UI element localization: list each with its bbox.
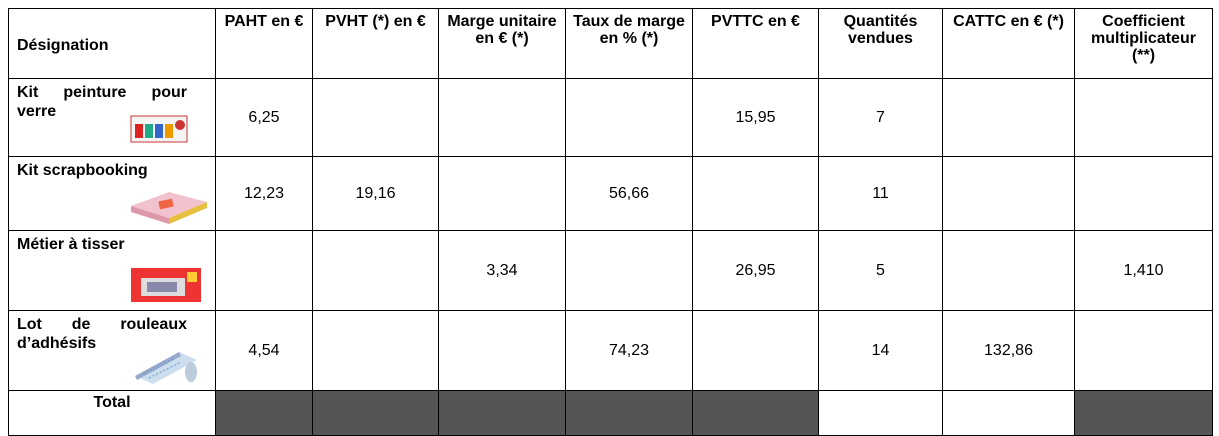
- value-cell: 12,23: [216, 157, 313, 231]
- value-cell: [943, 231, 1075, 311]
- column-header: Désignation: [9, 9, 216, 79]
- total-row: Total: [9, 391, 1213, 436]
- designation-cell: Kit peinture pour verre: [9, 79, 216, 157]
- value-cell: [566, 79, 693, 157]
- value-cell: [943, 157, 1075, 231]
- page: {"table": { "columns": ["Désignation", "…: [0, 0, 1219, 435]
- value-cell: [313, 79, 439, 157]
- column-header: Taux de marge en % (*): [566, 9, 693, 79]
- value-cell: [439, 79, 566, 157]
- value-cell: 11: [819, 157, 943, 231]
- value-cell: [216, 231, 313, 311]
- value-cell: [439, 311, 566, 391]
- value-cell: [1075, 157, 1213, 231]
- shaded-cell: [216, 391, 313, 436]
- value-cell: 19,16: [313, 157, 439, 231]
- value-cell: [439, 157, 566, 231]
- value-cell: 15,95: [693, 79, 819, 157]
- shaded-cell: [313, 391, 439, 436]
- value-cell: 5: [819, 231, 943, 311]
- value-cell: [943, 79, 1075, 157]
- column-header: PVTTC en €: [693, 9, 819, 79]
- shaded-cell: [693, 391, 819, 436]
- product-image: [129, 112, 209, 152]
- value-cell: [693, 157, 819, 231]
- value-cell: [1075, 311, 1213, 391]
- column-header: PVHT (*) en €: [313, 9, 439, 79]
- value-cell: [313, 231, 439, 311]
- designation-cell: Lot de rouleaux d’adhésifs: [9, 311, 216, 391]
- designation-cell: Kit scrapbooking: [9, 157, 216, 231]
- product-image: [129, 346, 209, 386]
- value-cell: 26,95: [693, 231, 819, 311]
- designation-label: Kit scrapbooking: [17, 161, 187, 180]
- product-image: [129, 186, 209, 226]
- column-header: Coefficient multiplicateur (**): [1075, 9, 1213, 79]
- column-header: PAHT en €: [216, 9, 313, 79]
- column-header: CATTC en € (*): [943, 9, 1075, 79]
- value-cell: 7: [819, 79, 943, 157]
- table-body: Désignation PAHT en € PVHT (*) en € Marg…: [9, 9, 1213, 436]
- shaded-cell: [1075, 391, 1213, 436]
- value-cell: [313, 311, 439, 391]
- value-cell: 56,66: [566, 157, 693, 231]
- total-cell: Total: [9, 391, 216, 436]
- value-cell: 6,25: [216, 79, 313, 157]
- value-cell: 1,410: [1075, 231, 1213, 311]
- shaded-cell: [439, 391, 566, 436]
- column-header: Quantités vendues: [819, 9, 943, 79]
- product-image: [129, 266, 209, 306]
- column-header: Marge unitaire en € (*): [439, 9, 566, 79]
- shaded-cell: [566, 391, 693, 436]
- value-cell: 132,86: [943, 311, 1075, 391]
- total-label: Total: [17, 393, 207, 412]
- value-cell: [566, 231, 693, 311]
- table: Désignation PAHT en € PVHT (*) en € Marg…: [8, 8, 1213, 436]
- value-cell: 3,34: [439, 231, 566, 311]
- empty-cell: [819, 391, 943, 436]
- designation-label: Métier à tisser: [17, 235, 187, 254]
- value-cell: [1075, 79, 1213, 157]
- designation-cell: Métier à tisser: [9, 231, 216, 311]
- empty-cell: [943, 391, 1075, 436]
- value-cell: 14: [819, 311, 943, 391]
- value-cell: 4,54: [216, 311, 313, 391]
- header-row: Désignation PAHT en € PVHT (*) en € Marg…: [9, 9, 1213, 79]
- value-cell: [693, 311, 819, 391]
- value-cell: 74,23: [566, 311, 693, 391]
